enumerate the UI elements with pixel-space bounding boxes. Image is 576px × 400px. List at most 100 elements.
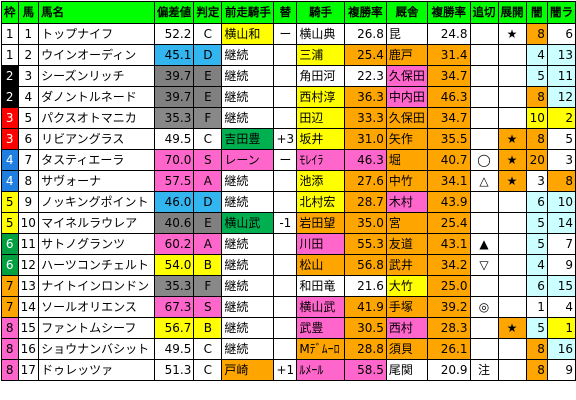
table-row: 1 2 ウインオーディン 45.1 D 継続 三浦 25.4 鹿戸 31.4 4 13 [1,44,576,66]
jockey-rate: 26.8 [343,23,387,45]
stable-rate: 43.9 [427,191,471,213]
jockey-change [273,317,298,339]
stable-rate: 43.1 [427,233,471,255]
prev-jockey: 継続 [221,191,275,213]
table-row: 7 13 ナイトインロンドン 35.3 F 継続 和田竜 21.6 大竹 25.0 6 15 [1,275,576,297]
jockey-name: 和田竜 [296,275,345,297]
grade-letter: B [193,317,223,339]
stable-name: 中内田 [385,86,429,108]
waku-cell: 4 [1,149,19,171]
uma-number: 17 [17,359,40,381]
horse-name: ドゥレッツァ [38,359,155,381]
oikiri-mark: ▽ [469,254,499,276]
prev-jockey: 継続 [221,44,275,66]
jockey-rate: 22.3 [343,65,387,87]
jockey-change: +1 [273,359,298,381]
jockey-name: ﾓﾚｲﾗ [296,149,345,171]
table-row: 1 1 トップナイフ 52.2 C 横山和ー横山典 26.8 昆 24.8 ★ 8 6 [1,23,576,45]
oikiri-mark [469,212,499,234]
tenkai-mark [497,254,527,276]
oikiri-mark [469,317,499,339]
jockey-change [273,107,298,129]
prev-jockey: 継続 [221,317,275,339]
stable-rate: 28.3 [427,317,471,339]
table-row: 2 3 シーズンリッチ 39.7 E 継続 角田河 22.3 久保田 34.7 5 11 [1,65,576,87]
yami-ra-value: 2 [546,107,576,129]
stable-rate: 34.2 [427,254,471,276]
grade-letter: F [193,107,223,129]
hensa-value: 39.7 [153,65,195,87]
grade-letter: D [193,191,223,213]
yami-value: 4 [525,254,548,276]
uma-number: 3 [17,65,40,87]
uma-number: 15 [17,317,40,339]
waku-cell: 6 [1,233,19,255]
jockey-rate: 46.3 [343,149,387,171]
stable-rate: 34.1 [427,170,471,192]
jockey-name: 池添 [296,170,345,192]
hensa-value: 60.2 [153,233,195,255]
uma-number: 7 [17,149,40,171]
waku-cell: 7 [1,296,19,318]
yami-value: 8 [525,359,548,381]
grade-letter: F [193,275,223,297]
table-row: 8 17 ドゥレッツァ 51.3 C 戸崎 +1 ﾙﾒｰﾙ 58.5 尾関 20.9 注 8 9 [1,359,576,381]
prev-jockey: 吉田豊 [221,128,275,150]
stable-name: 須貝 [385,338,429,360]
horse-name: ナイトインロンドン [38,275,155,297]
tenkai-mark [497,107,527,129]
jockey-rate: 28.7 [343,191,387,213]
hensa-value: 39.7 [153,86,195,108]
stable-rate: 39.2 [427,296,471,318]
stable-rate: 46.3 [427,86,471,108]
tenkai-mark [497,86,527,108]
stable-name: 久保田 [385,107,429,129]
waku-cell: 5 [1,212,19,234]
uma-number: 12 [17,254,40,276]
oikiri-mark: △ [469,170,499,192]
jockey-name: Mﾃﾞﾑｰﾛ [296,338,345,360]
waku-cell: 2 [1,65,19,87]
header-name: 馬名 [38,1,155,24]
jockey-rate: 55.3 [343,233,387,255]
waku-cell: 2 [1,86,19,108]
hensa-value: 52.2 [153,23,195,45]
hensa-value: 35.3 [153,107,195,129]
stable-name: 昆 [385,23,429,45]
prev-jockey: 継続 [221,86,275,108]
uma-number: 6 [17,128,40,150]
oikiri-mark [469,65,499,87]
jockey-change: +3 [273,128,298,150]
tenkai-mark [497,296,527,318]
stable-name: 尾関 [385,359,429,381]
tenkai-mark: ★ [497,149,527,171]
jockey-name: 横山典 [296,23,345,45]
jockey-change [273,44,298,66]
grade-letter: E [193,65,223,87]
waku-cell: 3 [1,107,19,129]
oikiri-mark [469,128,499,150]
uma-number: 5 [17,107,40,129]
yami-value: 8 [525,128,548,150]
waku-cell: 8 [1,317,19,339]
yami-ra-value: 12 [546,86,576,108]
waku-cell: 5 [1,191,19,213]
stable-name: 宮 [385,212,429,234]
stable-name: 友道 [385,233,429,255]
uma-number: 9 [17,191,40,213]
jockey-change: ー [273,149,298,171]
horse-name: ノッキングポイント [38,191,155,213]
header-tenkai: 展開 [497,1,527,24]
grade-letter: A [193,233,223,255]
jockey-rate: 28.8 [343,338,387,360]
uma-number: 4 [17,86,40,108]
tenkai-mark [497,191,527,213]
header-row: 枠 馬 馬名 偏差値 判定 前走騎手 替 騎手 複勝率 厩舎 複勝率 追切 展開… [1,1,576,24]
hensa-value: 45.1 [153,44,195,66]
prev-jockey: 横山武 [221,212,275,234]
jockey-change [273,191,298,213]
yami-ra-value: 4 [546,296,576,318]
table-row: 7 14 ソールオリエンス 67.3 S 継続 横山武 41.9 手塚 39.2 ◎ 1 4 [1,296,576,318]
hensa-value: 57.5 [153,170,195,192]
tenkai-mark [497,359,527,381]
